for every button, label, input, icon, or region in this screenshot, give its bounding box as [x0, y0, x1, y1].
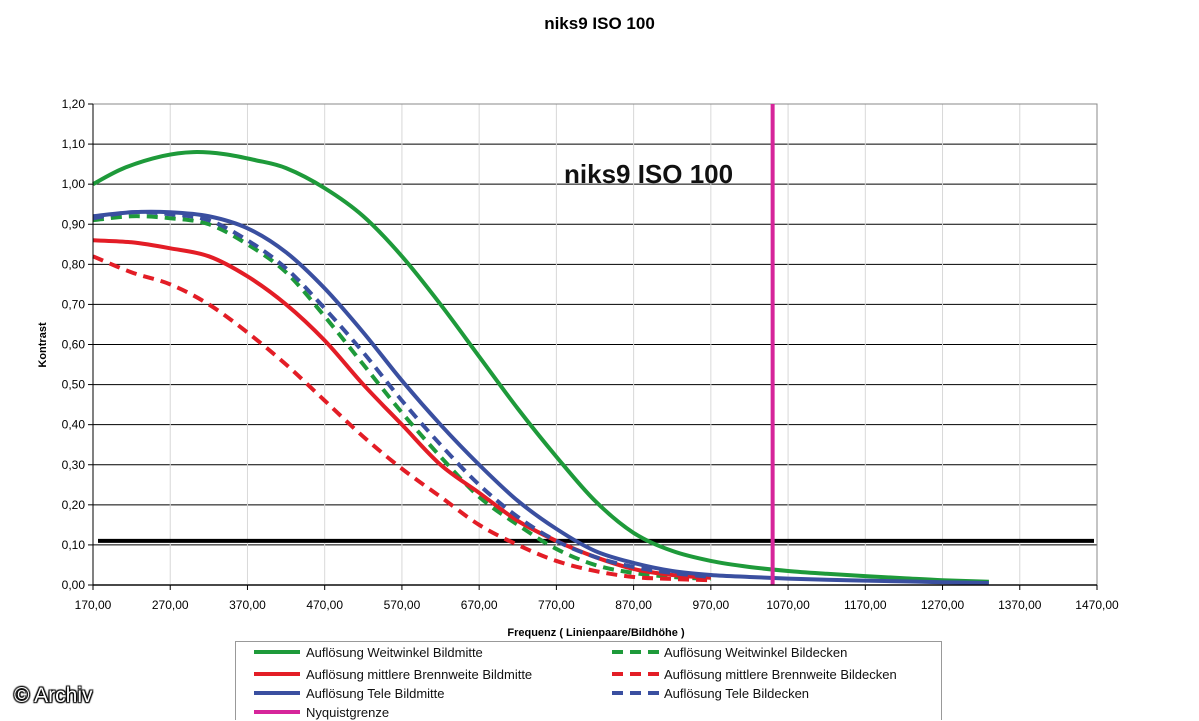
legend-label: Auflösung Weitwinkel Bildecken [664, 644, 848, 660]
y-tick-label: 0,90 [62, 217, 86, 231]
series-layer [92, 104, 989, 585]
legend-label: Auflösung mittlere Brennweite Bildmitte [306, 666, 533, 682]
legend-swatch [252, 684, 302, 702]
series-line-5 [92, 210, 712, 579]
x-axis-label: Frequenz ( Linienpaare/Bildhöhe ) [507, 627, 685, 639]
chart-title: niks9 ISO 100 [544, 14, 655, 33]
legend-label: Nyquistgrenze [306, 704, 390, 720]
legend-item-nyquistgrenze: Nyquistgrenze [252, 703, 389, 721]
x-tick-label: 1470,00 [1075, 598, 1119, 612]
legend-label: Auflösung Tele Bildecken [664, 685, 810, 701]
y-tick-label: 0,20 [62, 498, 86, 512]
x-tick-label: 1070,00 [766, 598, 810, 612]
y-tick-label: 0,80 [62, 257, 86, 271]
legend-swatch [610, 643, 660, 661]
legend-label: Auflösung Weitwinkel Bildmitte [306, 644, 483, 660]
y-tick-label: 0,70 [62, 297, 86, 311]
x-tick-label: 770,00 [538, 598, 575, 612]
chart-canvas: 0,00 0,10 0,20 0,30 0,40 0,50 0,60 0,70 0,80 0,90… [37, 97, 1119, 639]
y-tick-label: 1,10 [62, 137, 86, 151]
legend-label: Auflösung mittlere Brennweite Bildecken [664, 666, 897, 682]
legend-swatch [252, 703, 302, 721]
series-line-3 [92, 254, 711, 583]
legend-item-mittlere-bildecken: Auflösung mittlere Brennweite Bildecken [610, 665, 897, 683]
x-tick-label: 270,00 [152, 598, 189, 612]
x-tick-label: 970,00 [692, 598, 729, 612]
axis-layer: 0,00 0,10 0,20 0,30 0,40 0,50 0,60 0,70 0,80 0,90… [62, 97, 1119, 612]
x-tick-label: 1170,00 [844, 598, 887, 612]
series-line-1 [92, 214, 711, 581]
x-tick-label: 370,00 [229, 598, 266, 612]
y-tick-label: 0,10 [62, 538, 86, 552]
watermark: © Archiv [14, 684, 93, 707]
legend-item-mittlere-bildmitte: Auflösung mittlere Brennweite Bildmitte [252, 665, 532, 683]
y-tick-label: 1,20 [62, 97, 86, 111]
y-tick-label: 0,60 [62, 338, 86, 352]
y-tick-label: 0,40 [62, 418, 86, 432]
x-tick-label: 870,00 [615, 598, 652, 612]
y-axis-label: Kontrast [37, 322, 49, 368]
legend-item-tele-bildecken: Auflösung Tele Bildecken [610, 684, 809, 702]
legend-swatch [610, 665, 660, 683]
legend-swatch [252, 643, 302, 661]
legend-item-weitwinkel-bildmitte: Auflösung Weitwinkel Bildmitte [252, 643, 483, 661]
legend-label: Auflösung Tele Bildmitte [306, 685, 445, 701]
x-tick-label: 570,00 [384, 598, 421, 612]
legend-swatch [252, 665, 302, 683]
series-line-4 [92, 209, 989, 585]
legend: Auflösung Weitwinkel Bildmitte Auflösung… [235, 641, 942, 720]
x-tick-label: 1270,00 [921, 598, 965, 612]
legend-item-tele-bildmitte: Auflösung Tele Bildmitte [252, 684, 445, 702]
chart-annotation: niks9 ISO 100 [564, 159, 733, 189]
legend-item-weitwinkel-bildecken: Auflösung Weitwinkel Bildecken [610, 643, 847, 661]
y-tick-label: 0,30 [62, 458, 86, 472]
y-tick-label: 0,50 [62, 378, 86, 392]
series-line-0 [92, 150, 989, 584]
x-tick-label: 670,00 [461, 598, 498, 612]
x-tick-label: 1370,00 [998, 598, 1042, 612]
y-tick-label: 0,00 [62, 578, 86, 592]
x-tick-label: 170,00 [75, 598, 112, 612]
y-tick-label: 1,00 [62, 177, 86, 191]
x-tick-label: 470,00 [306, 598, 343, 612]
legend-swatch [610, 684, 660, 702]
